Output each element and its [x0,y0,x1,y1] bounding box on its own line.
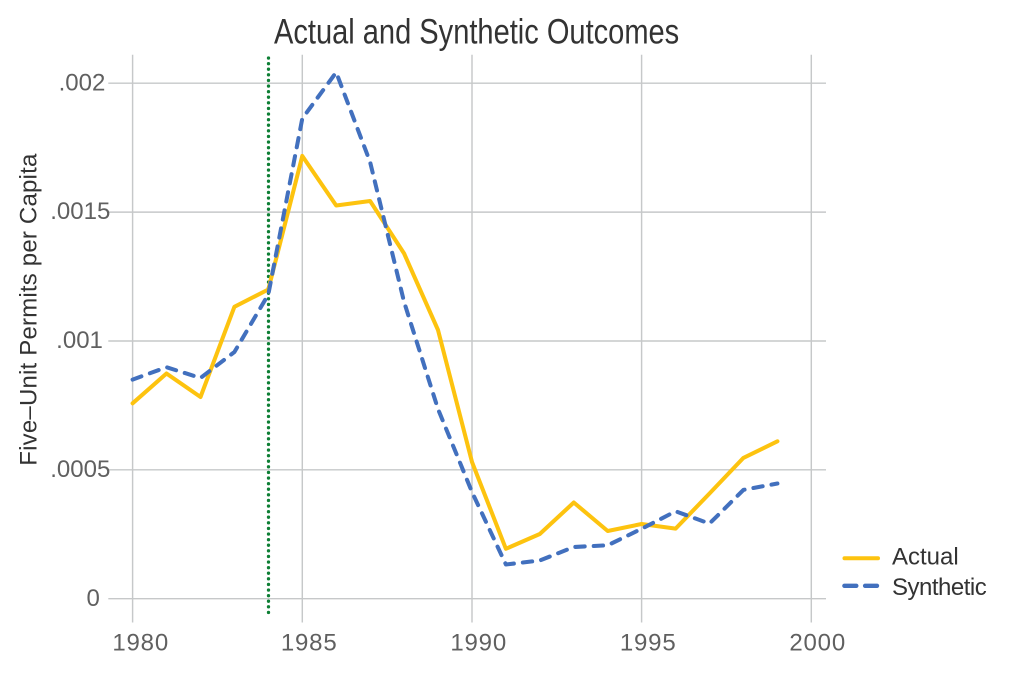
svg-text:0: 0 [87,585,100,612]
svg-text:Synthetic: Synthetic [892,574,987,601]
svg-text:1995: 1995 [620,629,677,656]
svg-text:Actual: Actual [892,543,959,570]
svg-text:Five–Unit Permits per Capita: Five–Unit Permits per Capita [16,153,43,466]
svg-text:1985: 1985 [281,629,338,656]
svg-text:Actual and Synthetic Outcomes: Actual and Synthetic Outcomes [274,12,679,51]
svg-text:.002: .002 [59,69,106,96]
svg-text:.0005: .0005 [50,456,110,483]
svg-text:.0015: .0015 [50,198,110,225]
svg-text:.001: .001 [56,327,103,354]
svg-text:1990: 1990 [450,629,507,656]
svg-text:1980: 1980 [112,629,169,656]
svg-text:2000: 2000 [789,629,846,656]
